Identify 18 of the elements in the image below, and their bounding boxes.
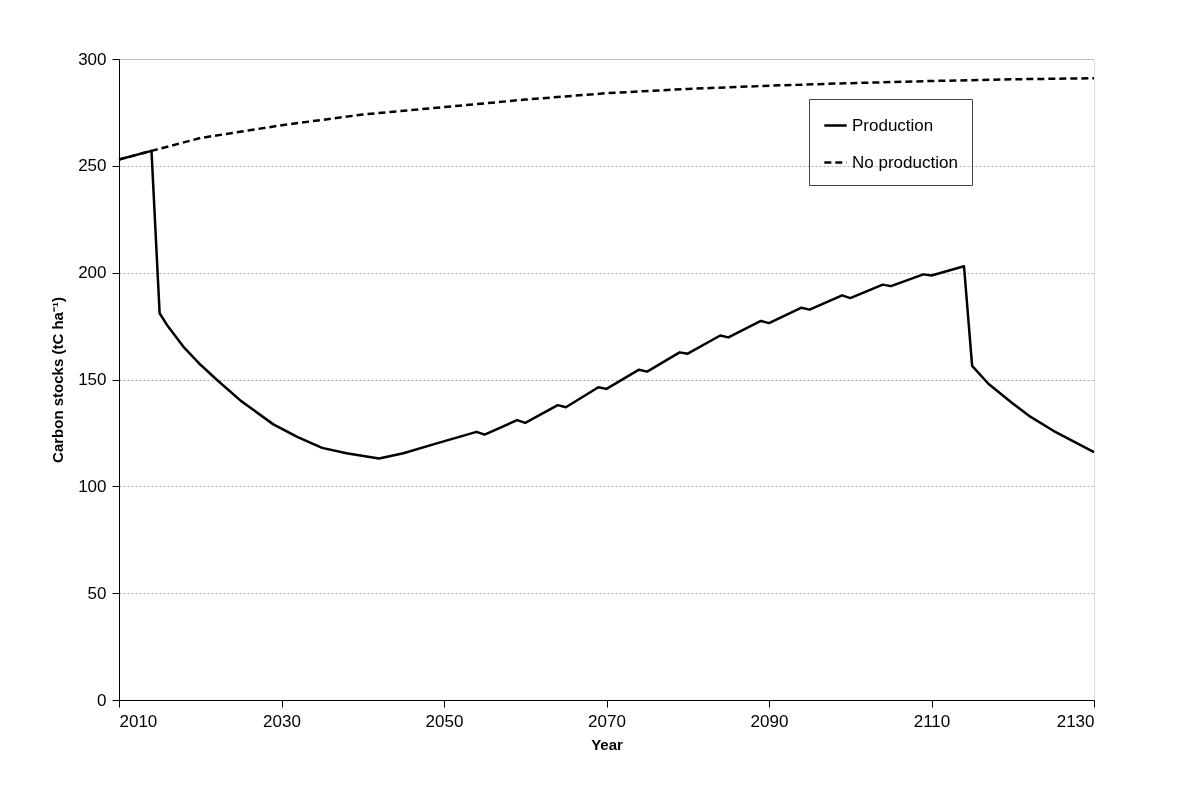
y-tick-label: 250 <box>78 156 107 176</box>
y-tick-label: 0 <box>97 690 107 710</box>
x-tick-label: 2010 <box>119 711 158 731</box>
x-tick-label: 2030 <box>263 711 301 731</box>
y-tick-label: 50 <box>87 583 107 603</box>
x-tick-label: 2050 <box>425 711 464 731</box>
x-tick-label: 2090 <box>750 711 789 731</box>
y-tick-label: 100 <box>78 476 107 496</box>
y-tick-label: 150 <box>78 370 107 389</box>
x-tick-label: 2110 <box>913 711 951 731</box>
x-tick-label: 2070 <box>588 711 626 731</box>
y-axis-title: Carbon stocks (tC ha⁻¹) <box>49 297 67 463</box>
y-tick-label: 300 <box>78 49 107 69</box>
y-tick-label: 200 <box>78 263 107 283</box>
x-tick-label: 2130 <box>1056 711 1095 731</box>
legend-label: Production <box>852 115 934 135</box>
x-axis-title: Year <box>591 735 624 753</box>
legend-label: No production <box>852 152 958 172</box>
